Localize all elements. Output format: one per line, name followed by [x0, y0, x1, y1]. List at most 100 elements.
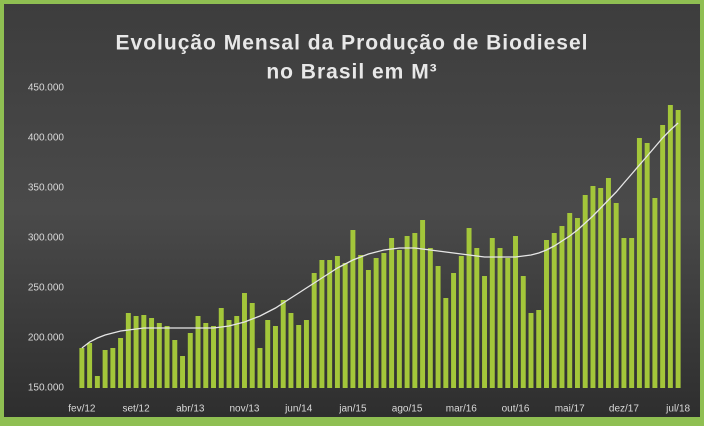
bar: [544, 240, 549, 388]
y-tick-label: 250.000: [28, 283, 65, 294]
bar: [567, 213, 573, 388]
bar: [644, 143, 650, 388]
bar: [257, 348, 263, 388]
bar: [110, 348, 116, 388]
bar: [559, 226, 565, 388]
x-tick-label: jan/15: [338, 404, 367, 415]
bar: [296, 325, 302, 388]
bar: [497, 248, 503, 388]
bar: [156, 323, 162, 388]
y-tick-label: 200.000: [28, 333, 65, 344]
bar: [358, 255, 364, 388]
bar: [249, 303, 255, 388]
bar: [605, 178, 611, 388]
bar: [536, 310, 542, 388]
x-tick-label: nov/13: [229, 404, 259, 415]
x-tick-label: ago/15: [392, 404, 423, 415]
x-tick-label: fev/12: [68, 404, 96, 415]
bar: [242, 293, 247, 388]
bar: [373, 258, 379, 388]
bar: [389, 238, 395, 388]
bar: [582, 195, 588, 388]
bar: [149, 318, 155, 388]
bar: [667, 105, 673, 388]
y-tick-label: 350.000: [28, 183, 65, 194]
bar: [435, 266, 441, 388]
bar: [342, 263, 348, 388]
bar: [489, 238, 495, 388]
bar: [513, 236, 518, 388]
bar: [187, 333, 193, 388]
bar: [621, 238, 627, 388]
bar: [675, 110, 681, 388]
bar: [203, 323, 209, 388]
x-tick-label: dez/17: [609, 404, 639, 415]
bar: [87, 343, 93, 388]
chart-title: Evolução Mensal da Produção de Biodiesel: [116, 32, 589, 55]
bar: [94, 376, 100, 388]
y-tick-label: 150.000: [28, 383, 65, 394]
bar: [226, 320, 232, 388]
bar: [218, 308, 224, 388]
bar: [365, 270, 371, 388]
bar: [420, 220, 426, 388]
trendline: [81, 122, 679, 349]
bar: [79, 348, 85, 388]
bar: [319, 260, 325, 388]
bar: [195, 316, 201, 388]
x-tick-label: abr/13: [176, 404, 205, 415]
bar: [280, 300, 286, 388]
chart-title: no Brasil em M³: [266, 61, 437, 84]
bar: [381, 253, 387, 388]
bar: [482, 276, 488, 388]
x-tick-label: out/16: [502, 404, 530, 415]
bar: [211, 326, 216, 388]
x-tick-label: mai/17: [555, 404, 585, 415]
x-tick-label: jun/14: [284, 404, 313, 415]
bar: [412, 233, 418, 388]
bar: [505, 258, 511, 388]
bar: [520, 276, 526, 388]
bar: [102, 350, 108, 388]
bar: [474, 248, 480, 388]
bar: [396, 250, 402, 388]
bar: [466, 228, 472, 388]
bar: [265, 320, 271, 388]
bar: [451, 273, 457, 388]
bar: [590, 186, 596, 388]
bar: [272, 326, 278, 388]
bar: [311, 273, 317, 388]
bar: [574, 218, 580, 388]
bar: [133, 316, 139, 388]
bar: [350, 230, 356, 388]
bar: [172, 340, 178, 388]
bar: [303, 320, 309, 388]
bar: [180, 356, 186, 388]
y-tick-label: 400.000: [28, 133, 65, 144]
x-tick-label: set/12: [122, 404, 150, 415]
x-tick-label: jul/18: [665, 404, 690, 415]
bar: [551, 233, 557, 388]
bar: [164, 326, 170, 388]
bar: [118, 338, 124, 388]
bar: [141, 315, 147, 388]
bar: [288, 313, 294, 388]
bar: [404, 236, 410, 388]
bar: [125, 313, 131, 388]
bar: [234, 316, 240, 388]
bar: [613, 203, 619, 388]
bar: [327, 260, 333, 388]
bar: [660, 125, 666, 388]
bar: [334, 256, 340, 388]
bar: [629, 238, 635, 388]
bar: [427, 248, 433, 388]
bar: [636, 138, 642, 388]
bar: [652, 198, 658, 388]
bar: [528, 313, 534, 388]
x-tick-label: mar/16: [446, 404, 478, 415]
bar: [598, 188, 604, 388]
y-tick-label: 450.000: [28, 83, 65, 94]
y-tick-label: 300.000: [28, 233, 65, 244]
